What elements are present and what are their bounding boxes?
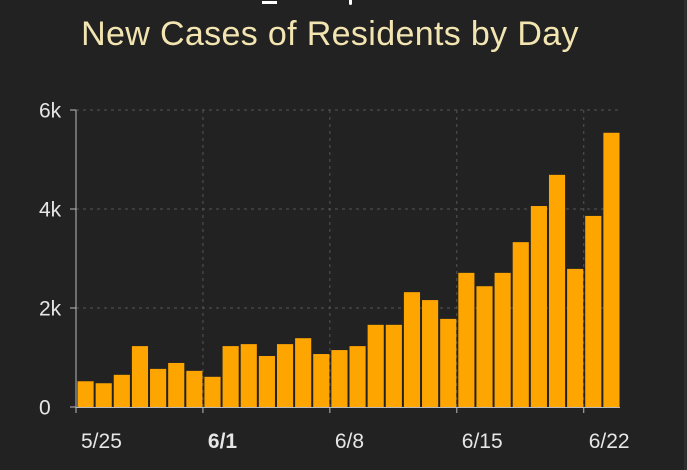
- y-tick-label: 0: [39, 397, 51, 420]
- bar[interactable]: [567, 268, 584, 407]
- x-tick-label: 6/22: [589, 430, 630, 453]
- bar[interactable]: [150, 368, 167, 407]
- x-tick-label: 6/15: [462, 430, 503, 453]
- bar[interactable]: [131, 346, 149, 407]
- bars: [77, 132, 620, 407]
- x-tick-label: 5/25: [81, 430, 122, 453]
- bar[interactable]: [458, 272, 475, 407]
- bar[interactable]: [603, 132, 620, 407]
- gridlines: [76, 109, 620, 407]
- bar[interactable]: [95, 383, 112, 407]
- bar[interactable]: [548, 174, 566, 407]
- bar[interactable]: [440, 318, 457, 407]
- bar[interactable]: [530, 206, 547, 407]
- bar[interactable]: [385, 324, 402, 407]
- bar[interactable]: [77, 381, 94, 407]
- bar[interactable]: [186, 370, 203, 407]
- y-tick-label: 6k: [39, 100, 62, 123]
- bar[interactable]: [331, 350, 348, 407]
- bar[interactable]: [240, 344, 257, 407]
- bar[interactable]: [168, 362, 185, 407]
- bar[interactable]: [512, 242, 529, 407]
- x-tick-label: 6/8: [335, 430, 364, 453]
- chart-title: New Cases of Residents by Day: [81, 15, 579, 53]
- bar[interactable]: [204, 376, 221, 407]
- cropped-text-fragment: [349, 0, 352, 5]
- bar[interactable]: [295, 338, 312, 407]
- bar[interactable]: [476, 286, 493, 407]
- bar[interactable]: [313, 354, 330, 407]
- bar[interactable]: [349, 346, 366, 407]
- y-tick-label: 2k: [39, 298, 62, 321]
- x-tick-label: 6/1: [208, 430, 238, 453]
- bar[interactable]: [585, 215, 602, 407]
- y-tick-label: 4k: [39, 199, 62, 222]
- bar[interactable]: [276, 344, 294, 407]
- panel-edge: [684, 0, 687, 470]
- bar[interactable]: [258, 356, 275, 407]
- bar[interactable]: [494, 272, 511, 407]
- bar[interactable]: [113, 374, 130, 407]
- bar[interactable]: [222, 346, 239, 407]
- bar[interactable]: [403, 292, 421, 407]
- bar[interactable]: [422, 300, 439, 407]
- cropped-text-fragment: [262, 1, 277, 4]
- axes: 6k 4k 2k 0 5/25 6/1 6/8 6/15 6/22: [39, 100, 630, 454]
- bar[interactable]: [367, 324, 384, 407]
